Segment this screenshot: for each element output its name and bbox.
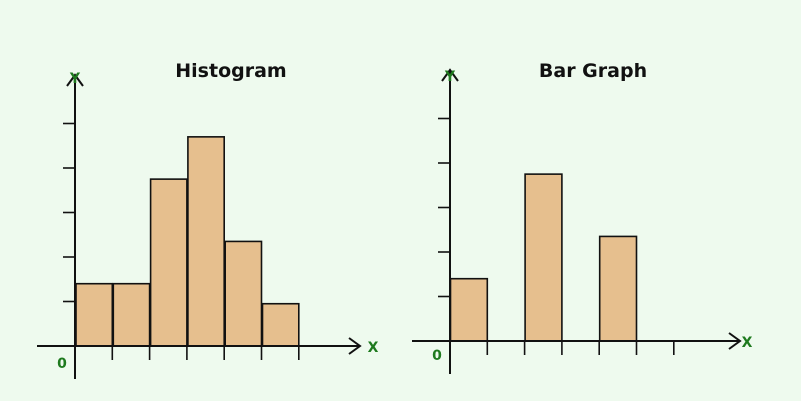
- bar-graph-x-axis-label: X: [742, 335, 753, 351]
- histogram-y-axis-label: Y: [69, 71, 81, 87]
- histogram-y-axis-arrow: [66, 73, 84, 87]
- bar-graph-x-axis-arrow: [728, 332, 742, 350]
- bar-graph-chart: Bar Graph Y X 0: [412, 60, 753, 374]
- bar-graph-y-axis-label: Y: [444, 69, 456, 85]
- histogram-bar-2: [112, 282, 151, 347]
- bar-graph-bar-3: [524, 173, 563, 342]
- bar-graph-bar-1: [449, 277, 489, 342]
- histogram-x-axis-label: X: [368, 340, 379, 356]
- bar-graph-title: Bar Graph: [539, 60, 647, 82]
- histogram-chart: Histogram Y X 0: [37, 60, 379, 379]
- histogram-origin-label: 0: [57, 356, 67, 372]
- bar-graph-origin-label: 0: [432, 348, 442, 364]
- histogram-bar-1: [75, 282, 114, 347]
- histogram-bar-6: [261, 302, 300, 347]
- histogram-bar-4: [187, 136, 225, 347]
- histogram-bar-5: [224, 240, 263, 347]
- bar-graph-bar-5: [598, 235, 638, 342]
- histogram-x-axis-arrow: [348, 337, 362, 355]
- histogram-bar-3: [149, 178, 188, 347]
- histogram-title: Histogram: [175, 60, 286, 82]
- bar-graph-y-axis-arrow: [441, 68, 459, 82]
